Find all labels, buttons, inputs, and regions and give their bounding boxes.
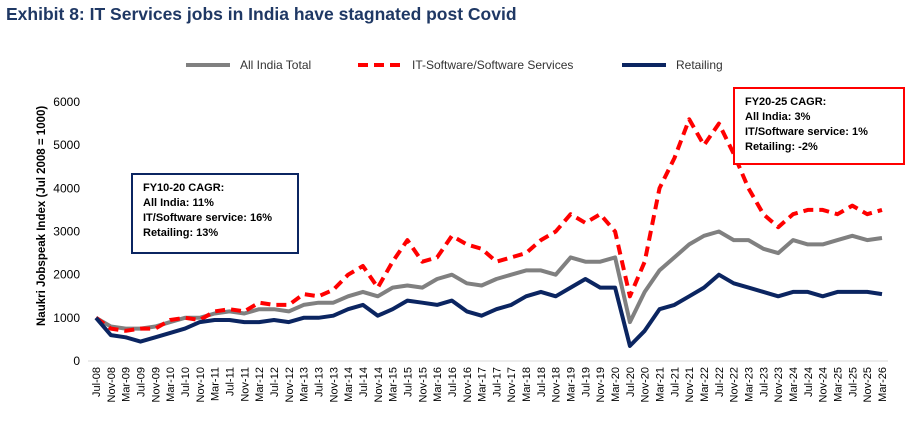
- x-tick-label: Jul-19: [580, 367, 592, 397]
- x-tick-label: Mar-17: [477, 367, 489, 402]
- x-tick-label: Jul-09: [135, 367, 147, 397]
- x-tick-label: Mar-23: [744, 367, 756, 402]
- x-tick-label: Nov-15: [417, 367, 429, 402]
- annotation-line: FY20-25 CAGR:: [745, 96, 827, 108]
- y-tick-label: 3000: [53, 225, 80, 239]
- annotation-line: All India: 11%: [143, 197, 214, 209]
- x-tick-label: Mar-13: [299, 367, 311, 402]
- x-tick-label: Jul-24: [803, 367, 815, 397]
- y-tick-label: 5000: [53, 138, 80, 152]
- x-tick-label: Mar-10: [165, 367, 177, 402]
- y-tick-label: 6000: [53, 95, 80, 109]
- x-tick-label: Mar-18: [521, 367, 533, 402]
- x-tick-label: Nov-19: [595, 367, 607, 402]
- x-tick-label: Jul-13: [313, 367, 325, 397]
- x-tick-label: Nov-23: [773, 367, 785, 402]
- legend-label: All India Total: [240, 58, 311, 72]
- x-tick-label: Nov-13: [328, 367, 340, 402]
- x-tick-label: Nov-22: [729, 367, 741, 402]
- x-tick-label: Nov-16: [462, 367, 474, 402]
- annotation-line: FY10-20 CAGR:: [143, 182, 225, 194]
- x-tick-label: Nov-11: [239, 367, 251, 402]
- x-tick-label: Mar-20: [610, 367, 622, 402]
- annotation-line: IT/Software service: 1%: [745, 126, 868, 138]
- x-tick-label: Jul-21: [669, 367, 681, 397]
- x-tick-label: Mar-22: [699, 367, 711, 402]
- x-tick-label: Jul-12: [269, 367, 281, 397]
- x-tick-label: Nov-18: [551, 367, 563, 402]
- chart-title: Exhibit 8: IT Services jobs in India hav…: [6, 4, 517, 24]
- annotation-line: All India: 3%: [745, 111, 811, 123]
- x-tick-label: Jul-10: [180, 367, 192, 397]
- x-tick-label: Mar-21: [655, 367, 667, 402]
- x-tick-label: Nov-25: [862, 367, 874, 402]
- x-tick-label: Mar-12: [254, 367, 266, 402]
- annotation-line: Retailing: 13%: [143, 227, 219, 239]
- y-tick-label: 4000: [53, 181, 80, 195]
- legend-label: Retailing: [676, 58, 723, 72]
- x-tick-label: Jul-23: [758, 367, 770, 397]
- annotation-line: Retailing: -2%: [745, 141, 818, 153]
- x-tick-label: Nov-14: [373, 367, 385, 402]
- x-tick-label: Mar-26: [877, 367, 889, 402]
- x-tick-label: Jul-14: [358, 367, 370, 397]
- x-tick-label: Mar-14: [343, 367, 355, 402]
- cagr-fy20-25-annotation: FY20-25 CAGR: All India: 3% IT/Software …: [733, 87, 905, 165]
- x-tick-label: Jul-11: [224, 367, 236, 396]
- x-tick-label: Jul-17: [491, 367, 503, 397]
- x-tick-label: Nov-09: [150, 367, 162, 402]
- x-tick-label: Jul-22: [714, 367, 726, 397]
- series-line-all-india-total: [94, 229, 883, 331]
- x-tick-label: Nov-24: [818, 367, 830, 402]
- x-tick-label: Jul-16: [447, 367, 459, 397]
- annotation-line: IT/Software service: 16%: [143, 212, 273, 224]
- x-tick-label: Mar-09: [121, 367, 133, 402]
- x-tick-label: Jul-15: [402, 367, 414, 397]
- x-tick-label: Mar-15: [388, 367, 400, 402]
- series-line-retailing: [94, 272, 883, 348]
- y-tick-label: 0: [73, 354, 80, 368]
- x-tick-label: Nov-17: [506, 367, 518, 402]
- x-tick-label: Nov-08: [106, 367, 118, 402]
- cagr-fy10-20-annotation: FY10-20 CAGR: All India: 11% IT/Software…: [131, 173, 299, 254]
- x-tick-label: Mar-19: [566, 367, 578, 402]
- x-tick-label: Jul-20: [625, 367, 637, 397]
- x-tick-label: Nov-21: [684, 367, 696, 402]
- x-tick-label: Mar-11: [210, 367, 222, 401]
- x-tick-label: Nov-10: [195, 367, 207, 402]
- x-tick-label: Jul-08: [91, 367, 103, 397]
- x-tick-label: Mar-25: [833, 367, 845, 402]
- x-tick-label: Nov-20: [640, 367, 652, 402]
- x-tick-label: Nov-12: [284, 367, 296, 402]
- y-tick-label: 1000: [53, 311, 80, 325]
- x-tick-label: Jul-18: [536, 367, 548, 397]
- series-line-it-software-software-services: [94, 117, 883, 333]
- x-tick-label: Mar-24: [788, 367, 800, 402]
- x-tick-label: Jul-25: [847, 367, 859, 397]
- x-tick-label: Mar-16: [432, 367, 444, 402]
- y-tick-label: 2000: [53, 268, 80, 282]
- legend-label: IT-Software/Software Services: [412, 58, 573, 72]
